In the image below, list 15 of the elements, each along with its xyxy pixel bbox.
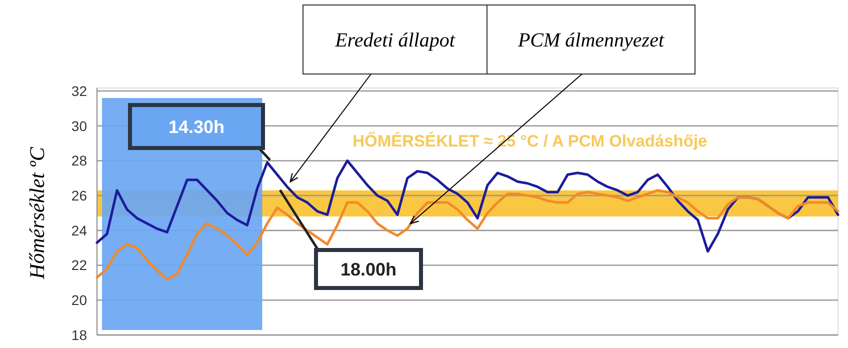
y-tick-label: 30 <box>71 118 88 134</box>
y-tick-label: 32 <box>71 82 88 99</box>
text: Eredeti állapot <box>334 30 456 52</box>
annotation: 18.00h <box>340 259 397 280</box>
y-tick-label: 22 <box>71 257 88 274</box>
annotation: 14.30h <box>168 116 225 137</box>
line-series <box>96 189 840 280</box>
text: PCM álmennyezet <box>516 30 664 52</box>
line-series <box>96 159 840 253</box>
y-tick-label: 26 <box>71 187 88 204</box>
y-tick-label: 18 <box>71 326 88 343</box>
y-tick-label: 20 <box>71 292 88 308</box>
y-axis-title: Hőmérséklet ºC <box>25 146 49 280</box>
y-tick-label: 24 <box>71 222 88 238</box>
y-tick-label: 28 <box>71 152 88 169</box>
